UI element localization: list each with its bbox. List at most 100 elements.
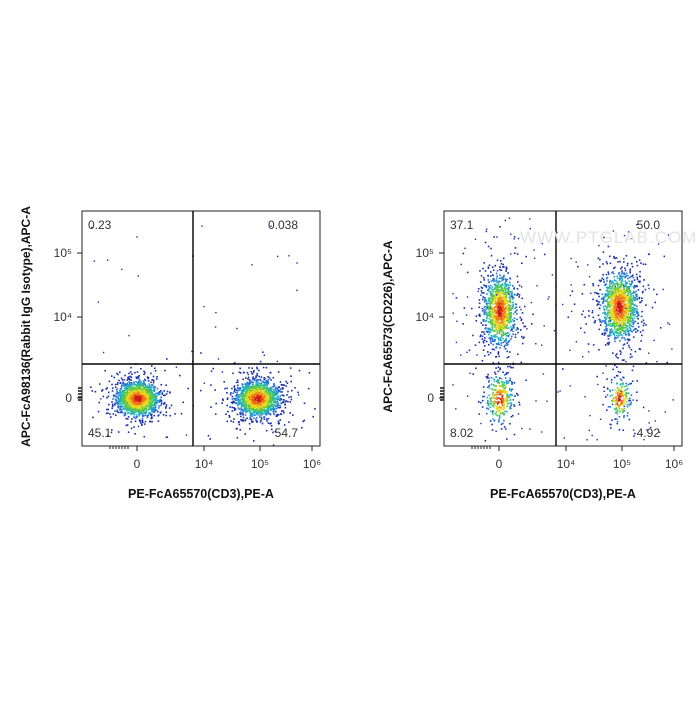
event-dot [491, 321, 493, 323]
event-dot [607, 288, 609, 290]
event-dot [121, 388, 123, 390]
event-dot [494, 314, 496, 316]
event-dot [240, 408, 242, 410]
event-dot [262, 385, 264, 387]
event-dot [483, 292, 485, 294]
event-dot [242, 379, 244, 381]
event-dot [265, 414, 267, 416]
event-dot [633, 286, 635, 288]
event-dot [623, 273, 625, 275]
event-dot [627, 275, 629, 277]
event-dot [273, 404, 275, 406]
event-dot [314, 408, 316, 410]
event-dot [243, 372, 245, 374]
event-dot [508, 287, 510, 289]
event-dot [637, 299, 639, 301]
event-dot [181, 413, 183, 415]
event-dot [627, 342, 629, 344]
event-dot [639, 298, 641, 300]
event-dot [633, 295, 635, 297]
event-dot [602, 312, 604, 314]
event-dot [500, 342, 502, 344]
event-dot [120, 400, 122, 402]
event-dot [130, 367, 132, 369]
event-dot [286, 394, 288, 396]
event-dot [254, 380, 256, 382]
event-dot [512, 303, 514, 305]
event-dot [285, 407, 287, 409]
event-dot [486, 285, 488, 287]
event-dot [635, 331, 637, 333]
event-dot [499, 347, 501, 349]
event-dot [111, 375, 113, 377]
event-dot [245, 419, 247, 421]
event-dot [138, 378, 140, 380]
event-dot [631, 349, 633, 351]
event-dot [273, 407, 275, 409]
event-dot [636, 277, 638, 279]
event-dot [492, 266, 494, 268]
event-dot [252, 373, 254, 375]
event-dot [242, 411, 244, 413]
event-dot [99, 383, 101, 385]
event-dot [149, 405, 151, 407]
event-dot [141, 410, 143, 412]
event-dot [645, 289, 647, 291]
event-dot [271, 391, 273, 393]
event-dots [90, 225, 316, 446]
event-dot [484, 355, 486, 357]
event-dot [161, 403, 163, 405]
event-dot [272, 386, 274, 388]
quadrant-value-lower-left: 45.1 [88, 426, 112, 440]
y-tick-label: 10⁴ [53, 310, 72, 324]
event-dot [472, 373, 474, 375]
event-dot [599, 259, 601, 261]
event-dot [522, 337, 524, 339]
event-dot [641, 297, 643, 299]
event-dot [109, 413, 111, 415]
event-dot [127, 379, 129, 381]
event-dot [130, 413, 132, 415]
event-dot [633, 297, 635, 299]
event-dot [158, 420, 160, 422]
event-dot [126, 385, 128, 387]
event-dot [224, 388, 226, 390]
event-dot [633, 366, 635, 368]
event-dot [254, 378, 256, 380]
event-dot [269, 423, 271, 425]
event-dot [121, 269, 122, 270]
event-dot [222, 400, 224, 402]
event-dot [498, 284, 500, 286]
event-dot [498, 342, 500, 344]
event-dot [239, 368, 241, 370]
event-dot [612, 332, 614, 334]
event-dot [634, 285, 636, 287]
event-dot [643, 323, 645, 325]
event-dot [630, 294, 632, 296]
event-dot [251, 382, 253, 384]
event-dot [268, 422, 270, 424]
event-dot [138, 426, 139, 427]
event-dot [221, 402, 223, 404]
event-dot [131, 376, 133, 378]
event-dot [630, 353, 632, 355]
event-dot [284, 404, 286, 406]
event-dot [186, 434, 187, 435]
event-dot [262, 423, 264, 425]
event-dot [638, 326, 640, 328]
event-dot [479, 270, 481, 272]
event-dot [509, 319, 511, 321]
event-dot [490, 352, 492, 354]
x-axis-label: PE-FcA65570(CD3),PE-A [128, 487, 274, 501]
event-dot [614, 365, 616, 367]
event-dot [165, 415, 167, 417]
event-dot [629, 272, 631, 274]
event-dot [266, 385, 268, 387]
event-dot [297, 392, 299, 394]
event-dot [158, 400, 160, 402]
quadrant-value-upper-left: 0.23 [88, 218, 112, 232]
event-dot [499, 287, 501, 289]
event-dot [486, 316, 488, 318]
event-dot [630, 299, 632, 301]
event-dot [237, 385, 239, 387]
